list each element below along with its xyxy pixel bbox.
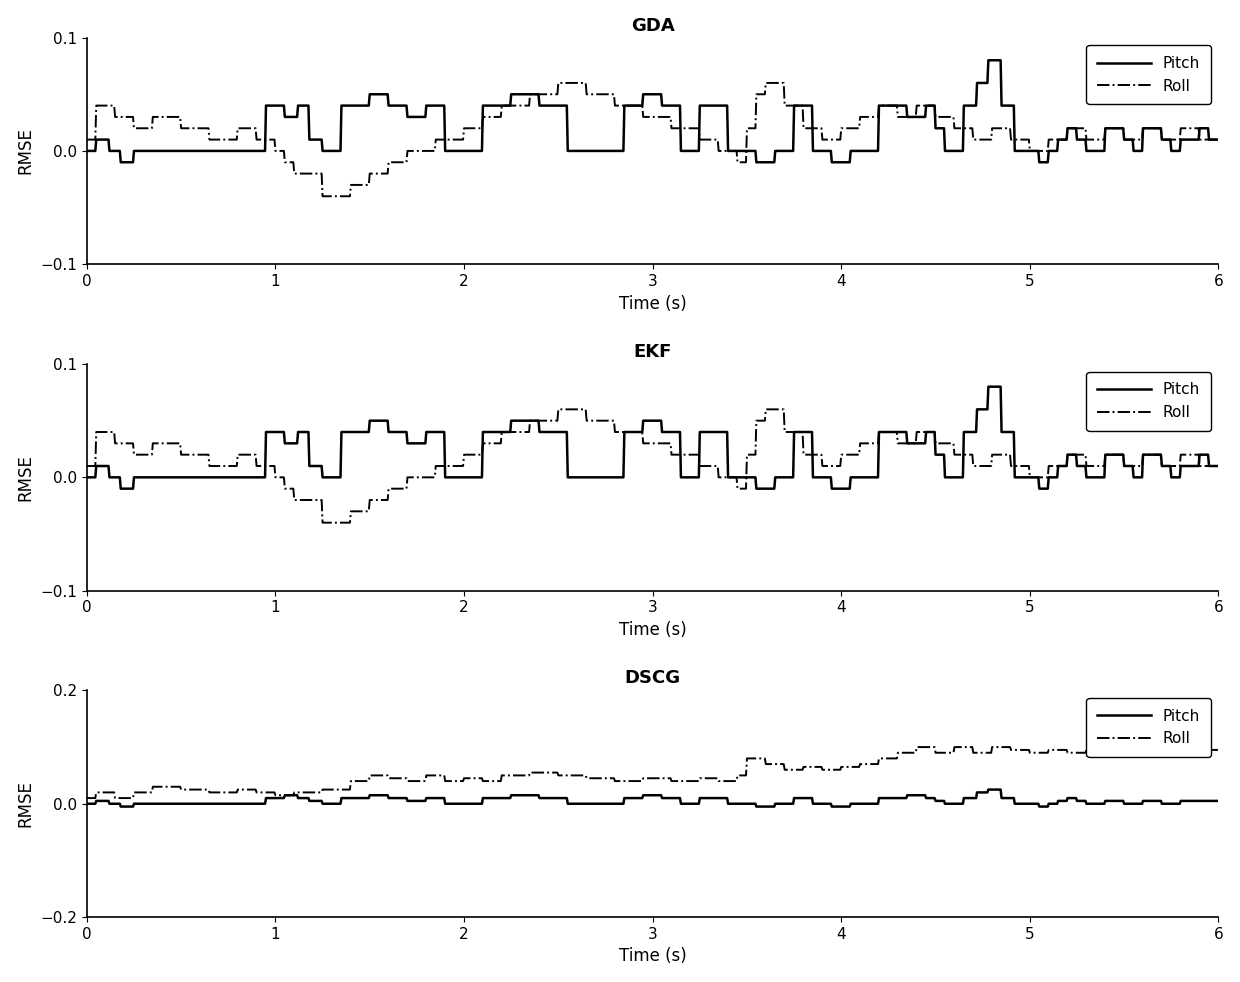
Pitch <box>113 483 128 495</box>
Line: Roll: Roll <box>87 747 1219 798</box>
Roll <box>830 764 844 776</box>
X-axis label: Time (s): Time (s) <box>619 295 687 312</box>
Pitch <box>831 800 846 812</box>
Title: EKF: EKF <box>634 343 672 361</box>
Roll <box>832 461 847 472</box>
Roll <box>551 77 565 88</box>
Legend: Pitch, Roll: Pitch, Roll <box>1086 698 1210 757</box>
X-axis label: Time (s): Time (s) <box>619 621 687 639</box>
Pitch <box>79 797 94 809</box>
Pitch <box>981 784 996 795</box>
Roll <box>551 404 565 415</box>
Roll <box>790 764 805 776</box>
Title: GDA: GDA <box>631 17 675 34</box>
Pitch <box>831 483 846 495</box>
Pitch <box>113 156 128 168</box>
Roll <box>1211 747 1226 759</box>
Y-axis label: RMSE: RMSE <box>16 454 35 501</box>
Roll <box>436 134 451 145</box>
Roll <box>455 134 470 145</box>
Roll <box>435 770 450 782</box>
Pitch <box>947 797 962 809</box>
Pitch <box>790 426 805 438</box>
Pitch <box>947 471 962 483</box>
Roll <box>791 100 806 112</box>
Line: Roll: Roll <box>87 82 1219 196</box>
Roll <box>949 123 963 135</box>
Roll <box>436 461 451 472</box>
Pitch <box>455 145 470 157</box>
Roll <box>337 784 352 795</box>
Y-axis label: RMSE: RMSE <box>16 128 35 175</box>
Pitch <box>436 792 451 804</box>
Pitch <box>455 471 470 483</box>
Pitch <box>339 100 353 112</box>
X-axis label: Time (s): Time (s) <box>619 948 687 965</box>
Roll <box>454 775 469 787</box>
Line: Pitch: Pitch <box>87 790 1219 806</box>
Line: Roll: Roll <box>87 409 1219 522</box>
Legend: Pitch, Roll: Pitch, Roll <box>1086 45 1210 104</box>
Roll <box>909 741 924 753</box>
Roll <box>315 191 330 202</box>
Y-axis label: RMSE: RMSE <box>16 781 35 827</box>
Legend: Pitch, Roll: Pitch, Roll <box>1086 371 1210 431</box>
Pitch <box>1211 134 1226 145</box>
Pitch <box>1211 795 1226 807</box>
Roll <box>455 461 470 472</box>
Roll <box>832 134 847 145</box>
Roll <box>949 449 963 461</box>
Pitch <box>79 145 94 157</box>
Pitch <box>790 792 805 804</box>
Title: DSCG: DSCG <box>625 670 681 687</box>
Line: Pitch: Pitch <box>87 387 1219 489</box>
Pitch <box>981 381 996 393</box>
Roll <box>791 426 806 438</box>
Pitch <box>1211 461 1226 472</box>
Pitch <box>79 471 94 483</box>
Roll <box>339 191 353 202</box>
Pitch <box>455 797 470 809</box>
Roll <box>947 741 962 753</box>
Pitch <box>436 100 451 112</box>
Roll <box>79 134 94 145</box>
Pitch <box>831 156 846 168</box>
Roll <box>79 792 94 804</box>
Pitch <box>981 54 996 66</box>
Line: Pitch: Pitch <box>87 60 1219 162</box>
Pitch <box>790 100 805 112</box>
Pitch <box>339 426 353 438</box>
Roll <box>315 517 330 528</box>
Pitch <box>339 792 353 804</box>
Roll <box>1211 134 1226 145</box>
Pitch <box>113 800 128 812</box>
Pitch <box>436 426 451 438</box>
Roll <box>1211 461 1226 472</box>
Roll <box>79 461 94 472</box>
Pitch <box>947 145 962 157</box>
Roll <box>339 517 353 528</box>
